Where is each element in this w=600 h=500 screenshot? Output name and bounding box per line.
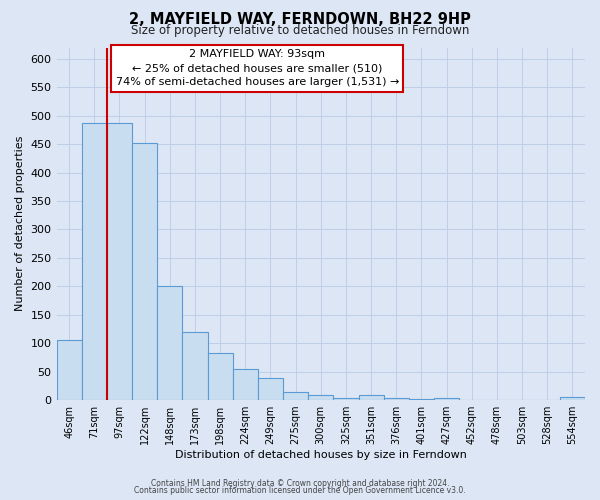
Bar bbox=[409, 399, 434, 400]
Text: 2, MAYFIELD WAY, FERNDOWN, BH22 9HP: 2, MAYFIELD WAY, FERNDOWN, BH22 9HP bbox=[129, 12, 471, 28]
X-axis label: Distribution of detached houses by size in Ferndown: Distribution of detached houses by size … bbox=[175, 450, 467, 460]
Y-axis label: Number of detached properties: Number of detached properties bbox=[15, 136, 25, 312]
Bar bbox=[308, 395, 334, 400]
Bar bbox=[233, 369, 258, 400]
Text: Contains public sector information licensed under the Open Government Licence v3: Contains public sector information licen… bbox=[134, 486, 466, 495]
Text: Size of property relative to detached houses in Ferndown: Size of property relative to detached ho… bbox=[131, 24, 469, 37]
Bar bbox=[56, 340, 82, 400]
Bar bbox=[560, 397, 585, 400]
Bar bbox=[82, 122, 107, 400]
Bar bbox=[107, 122, 132, 400]
Bar bbox=[157, 286, 182, 400]
Bar bbox=[132, 143, 157, 400]
Bar bbox=[434, 398, 459, 400]
Bar bbox=[283, 392, 308, 400]
Bar bbox=[258, 378, 283, 400]
Bar bbox=[334, 398, 359, 400]
Bar bbox=[182, 332, 208, 400]
Bar bbox=[208, 353, 233, 400]
Text: 2 MAYFIELD WAY: 93sqm
← 25% of detached houses are smaller (510)
74% of semi-det: 2 MAYFIELD WAY: 93sqm ← 25% of detached … bbox=[116, 50, 399, 88]
Bar bbox=[383, 398, 409, 400]
Bar bbox=[359, 395, 383, 400]
Text: Contains HM Land Registry data © Crown copyright and database right 2024.: Contains HM Land Registry data © Crown c… bbox=[151, 478, 449, 488]
